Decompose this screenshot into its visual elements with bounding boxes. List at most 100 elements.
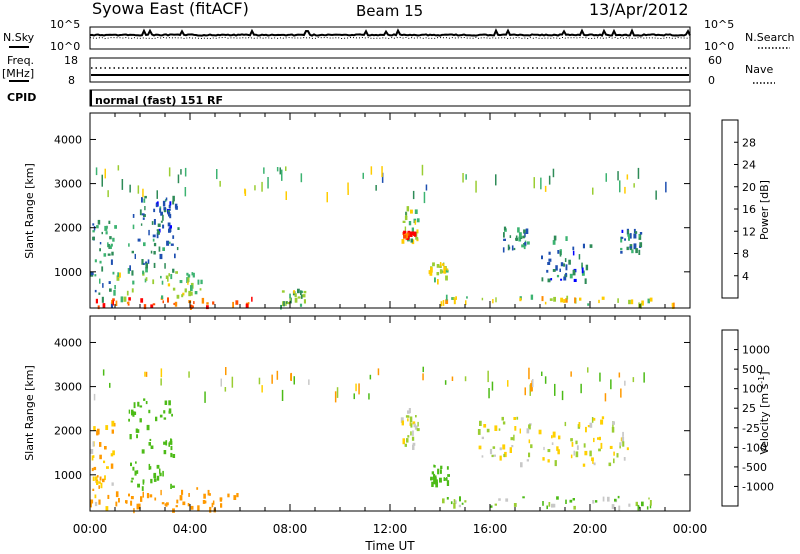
heatmap-cell	[525, 228, 529, 234]
heatmap-cell	[593, 462, 596, 466]
heatmap-cell	[162, 300, 164, 304]
y-tick-label: 4000	[54, 336, 82, 349]
heatmap-cell	[407, 410, 410, 414]
heatmap-cell	[128, 409, 131, 414]
heatmap-cell	[202, 500, 206, 504]
heatmap-cell	[170, 452, 173, 458]
heatmap-cell	[510, 437, 514, 441]
heatmap-cell	[143, 242, 146, 247]
heatmap-cell	[543, 446, 545, 451]
heatmap-cell	[159, 472, 162, 477]
heatmap-cell	[507, 380, 509, 387]
heatmap-cell	[141, 486, 144, 491]
heatmap-cell	[174, 253, 176, 259]
heatmap-cell	[519, 297, 522, 302]
heatmap-cell	[102, 303, 106, 309]
heatmap-cell	[552, 240, 556, 245]
heatmap-cell	[171, 485, 175, 488]
heatmap-cell	[94, 494, 97, 499]
heatmap-cell	[99, 454, 102, 460]
heatmap-cell	[358, 383, 360, 395]
heatmap-cell	[187, 276, 190, 283]
heatmap-cell	[555, 265, 558, 271]
heatmap-cell	[634, 231, 638, 234]
heatmap-cell	[131, 477, 134, 480]
heatmap-cell	[165, 197, 168, 201]
heatmap-cell	[511, 245, 514, 251]
heatmap-cell	[153, 219, 156, 225]
heatmap-cell	[104, 475, 106, 481]
heatmap-cell	[611, 504, 615, 509]
heatmap-cell	[623, 457, 626, 461]
heatmap-cell	[281, 389, 284, 401]
heatmap-cell	[431, 481, 434, 487]
heatmap-cell	[440, 469, 442, 474]
heatmap-cell	[552, 269, 556, 272]
heatmap-cell	[172, 235, 175, 239]
heatmap-cell	[153, 251, 156, 255]
heatmap-cell	[196, 487, 199, 490]
heatmap-cell	[513, 503, 517, 507]
heatmap-cell	[190, 291, 193, 296]
heatmap-cell	[235, 300, 239, 305]
heatmap-cell	[144, 206, 146, 211]
heatmap-cell	[406, 438, 409, 443]
heatmap-cell	[164, 400, 168, 405]
heatmap-cell	[481, 436, 484, 440]
heatmap-cell	[164, 199, 167, 202]
heatmap-cell	[131, 250, 134, 254]
heatmap-cell	[499, 447, 502, 451]
heatmap-cell	[565, 236, 568, 241]
heatmap-cell	[133, 411, 137, 415]
heatmap-cell	[92, 223, 95, 226]
heatmap-cell	[155, 203, 158, 208]
heatmap-cell	[153, 262, 156, 268]
heatmap-cell	[137, 185, 140, 194]
heatmap-cell	[169, 208, 171, 211]
heatmap-cell	[493, 454, 496, 457]
heatmap-cell	[112, 450, 115, 456]
heatmap-cell	[199, 288, 202, 291]
heatmap-cell	[617, 298, 619, 303]
power-colorbar: 28 24 20 16 12 8 4	[721, 119, 756, 299]
heatmap-cell	[224, 387, 227, 392]
heatmap-cell	[547, 278, 551, 283]
heatmap-cell	[621, 436, 625, 443]
heatmap-cell	[621, 229, 624, 233]
heatmap-cell	[436, 272, 440, 276]
y-tick-label: 2000	[54, 222, 82, 235]
heatmap-cell	[589, 244, 593, 248]
heatmap-cell	[303, 290, 307, 294]
heatmap-cell	[142, 270, 145, 275]
heatmap-cell	[245, 303, 249, 308]
heatmap-cell	[94, 259, 97, 263]
heatmap-cell	[219, 497, 223, 502]
heatmap-cell	[619, 442, 622, 446]
heatmap-cell	[553, 296, 556, 302]
heatmap-cell	[528, 452, 531, 458]
heatmap-cell	[143, 262, 145, 265]
heatmap-cell	[165, 440, 168, 446]
heatmap-cell	[578, 422, 581, 428]
heatmap-cell	[102, 369, 105, 376]
heatmap-cell	[175, 505, 178, 508]
x-tick-label: 20:00	[573, 522, 608, 536]
heatmap-cell	[142, 491, 144, 498]
heatmap-cell	[169, 201, 172, 206]
heatmap-cell	[193, 301, 195, 305]
heatmap-cell	[130, 496, 134, 500]
heatmap-cell	[114, 285, 116, 290]
heatmap-cell	[104, 225, 108, 231]
heatmap-cell	[90, 272, 94, 276]
heatmap-cell	[546, 505, 548, 510]
colorbar-tick-label: 12	[742, 225, 756, 238]
heatmap-cell	[465, 300, 467, 306]
heatmap-cell	[132, 280, 135, 285]
heatmap-cell	[445, 269, 449, 273]
heatmap-cell	[439, 262, 442, 267]
heatmap-cell	[134, 470, 137, 476]
heatmap-cell	[145, 401, 148, 405]
heatmap-cell	[494, 503, 497, 506]
heatmap-cell	[162, 470, 164, 477]
heatmap-cell	[176, 247, 179, 251]
